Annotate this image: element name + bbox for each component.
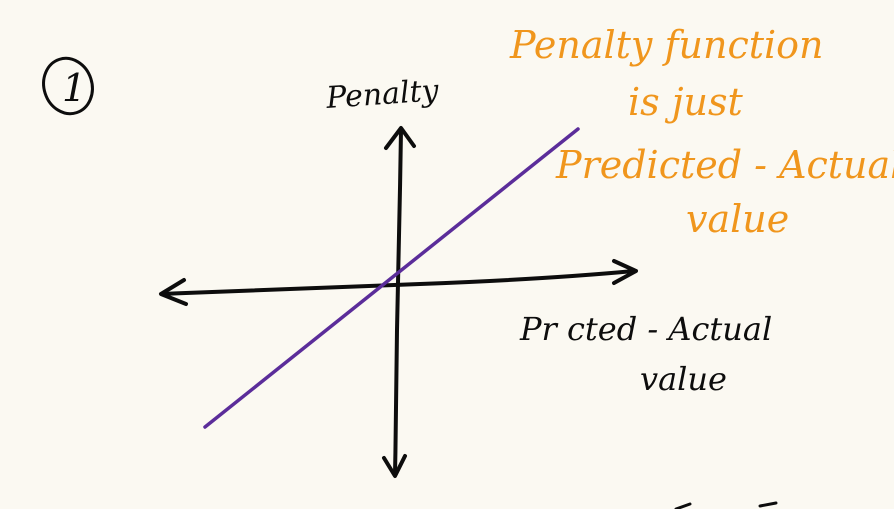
y-axis-line (393, 128, 403, 476)
annotation-line-2: is just (628, 80, 743, 124)
annotation-note: Penalty function is just Predicted - Act… (509, 23, 894, 241)
step-number-marker: 1 (42, 56, 94, 116)
x-axis-arrow-left-icon (159, 278, 188, 306)
x-axis-label-line-1: Pr cted - Actual (519, 310, 772, 348)
annotation-line-4: value (686, 197, 789, 241)
step-number-circle (42, 56, 94, 116)
x-axis-arrow-right-icon (612, 259, 638, 285)
annotation-line-3: Predicted - Actual (555, 143, 894, 187)
y-axis-arrow-up-icon (384, 126, 416, 150)
annotation-line-1: Penalty function (509, 23, 824, 67)
x-axis-label-line-2: value (640, 360, 727, 398)
x-axis-line (160, 269, 636, 296)
y-axis-arrow-down-icon (382, 454, 407, 478)
step-number-text: 1 (62, 66, 86, 110)
linear-penalty-line (203, 127, 580, 429)
y-axis-label: Penalty (324, 73, 441, 116)
x-axis (159, 259, 638, 306)
partial-ink-marks (674, 501, 778, 509)
y-axis (382, 126, 416, 478)
